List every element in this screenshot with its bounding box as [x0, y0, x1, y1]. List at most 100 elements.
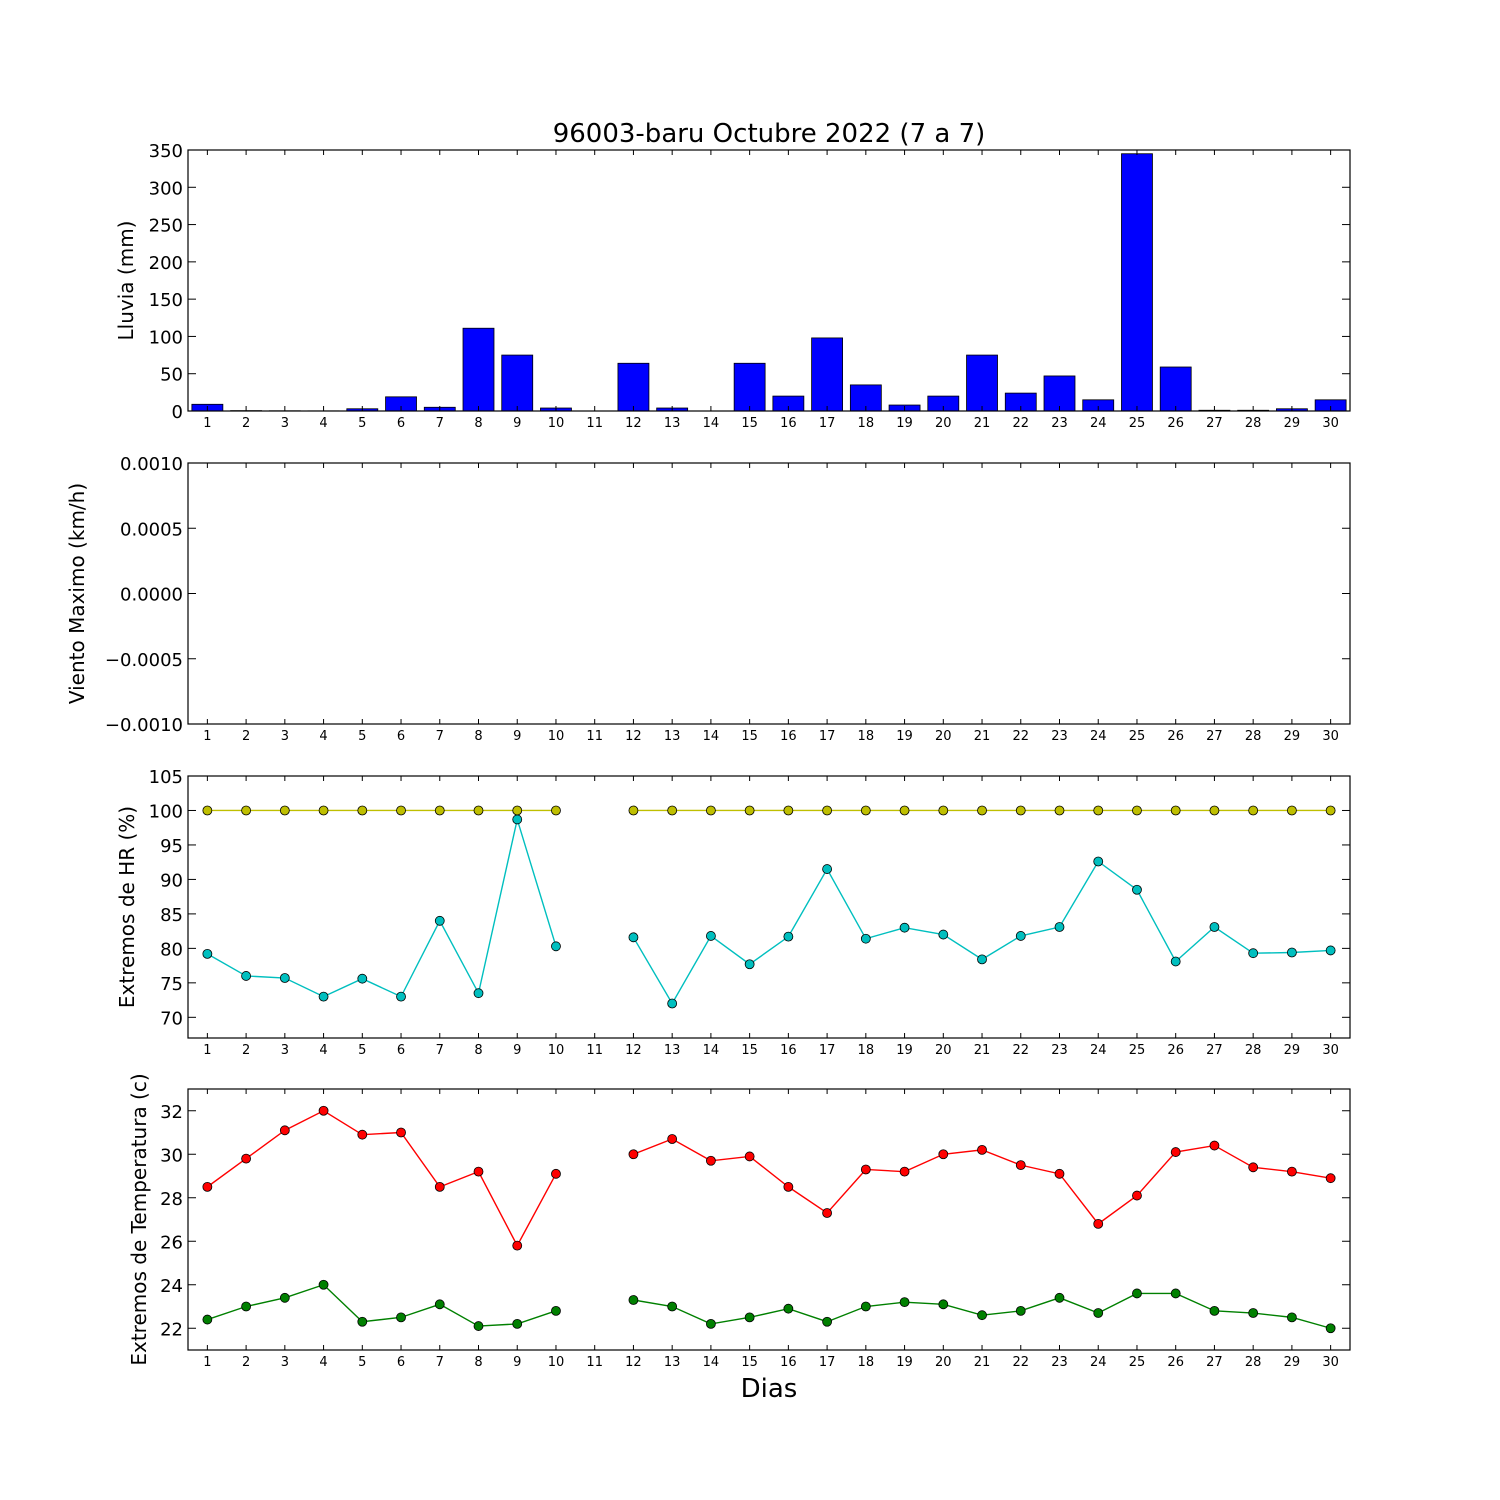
series-point [938, 1149, 949, 1160]
rain-bar [966, 354, 998, 412]
x-tick-label: 21 [974, 1043, 991, 1058]
y-tick-label: 105 [149, 767, 183, 788]
x-tick-label: 11 [586, 1355, 603, 1370]
series-point [434, 1299, 445, 1310]
x-tick-label: 25 [1129, 729, 1146, 744]
series-point [667, 1134, 678, 1144]
series-point [1209, 1140, 1220, 1151]
x-tick-label: 2 [242, 1043, 250, 1058]
series-point [667, 998, 678, 1009]
x-tick-label: 12 [625, 416, 642, 431]
series-point [473, 805, 484, 816]
series-point [822, 1316, 832, 1327]
x-tick-label: 5 [358, 1355, 366, 1370]
series-point [1209, 922, 1220, 932]
series-point [279, 1292, 290, 1303]
x-tick-label: 28 [1245, 729, 1262, 744]
x-tick-label: 28 [1245, 1043, 1262, 1058]
x-tick-label: 18 [858, 1355, 875, 1370]
series-point [241, 971, 252, 981]
series-point [1132, 1288, 1142, 1299]
x-tick-label: 22 [1012, 729, 1029, 744]
x-tick-label: 6 [397, 729, 405, 744]
y-tick-label: 75 [160, 974, 183, 995]
series-point [357, 1316, 368, 1327]
x-tick-label: 19 [896, 416, 913, 431]
series-point [279, 805, 290, 816]
x-tick-label: 14 [703, 416, 720, 431]
rainfall-frame [187, 149, 1351, 412]
series-point [279, 973, 290, 983]
x-tick-label: 14 [703, 1043, 720, 1058]
rain-bar [1121, 153, 1153, 412]
y-tick-label: 50 [160, 365, 183, 386]
x-tick-label: 23 [1051, 416, 1068, 431]
y-tick-label: 150 [149, 290, 183, 311]
series-point [396, 1127, 406, 1138]
x-tick-label: 21 [974, 1355, 991, 1370]
x-tick-label: 29 [1284, 1043, 1301, 1058]
series-point [1054, 1168, 1065, 1179]
y-tick-label: 22 [160, 1319, 183, 1340]
chart-title: 96003-baru Octubre 2022 (7 a 7) [553, 119, 986, 149]
y-tick-label: 100 [149, 327, 183, 348]
series-point [1325, 1323, 1336, 1334]
x-tick-label: 9 [513, 1355, 521, 1370]
x-tick-label: 25 [1129, 1043, 1146, 1058]
x-tick-label: 5 [358, 729, 366, 744]
x-tick-label: 11 [586, 729, 603, 744]
x-tick-label: 20 [935, 416, 952, 431]
x-tick-label: 26 [1167, 729, 1184, 744]
series-point [318, 1279, 329, 1290]
x-tick-label: 2 [242, 1355, 250, 1370]
x-tick-label: 11 [586, 1043, 603, 1058]
series-point [434, 805, 445, 816]
wind-y-label: Viento Maximo (km/h) [65, 483, 89, 704]
y-tick-label: 250 [149, 216, 183, 237]
series-point [1248, 948, 1259, 959]
series-point [667, 1301, 678, 1312]
y-tick-label: 200 [149, 253, 183, 274]
y-tick-label: 24 [160, 1276, 183, 1297]
x-tick-label: 8 [474, 1355, 482, 1370]
wind-frame [187, 462, 1351, 725]
series-point [1287, 947, 1297, 958]
x-tick-label: 7 [436, 1043, 444, 1058]
x-tick-label: 6 [397, 1043, 405, 1058]
series-point [1015, 805, 1026, 816]
series-point [899, 1297, 910, 1308]
series-point [434, 915, 445, 926]
series-point [860, 1164, 871, 1175]
x-tick-label: 13 [664, 1355, 681, 1370]
x-axis-label: Dias [741, 1374, 798, 1404]
x-tick-label: 10 [548, 729, 565, 744]
x-tick-label: 8 [474, 416, 482, 431]
series-point [357, 1129, 368, 1140]
x-tick-label: 17 [819, 1355, 836, 1370]
x-tick-label: 12 [625, 1355, 642, 1370]
series-point [396, 991, 406, 1002]
x-tick-label: 30 [1322, 729, 1339, 744]
series-point [279, 1125, 290, 1136]
series-point [1093, 1218, 1104, 1229]
series-point [1015, 931, 1026, 941]
x-tick-label: 23 [1051, 1355, 1068, 1370]
series-point [977, 954, 987, 965]
x-tick-label: 5 [358, 1043, 366, 1058]
x-tick-label: 30 [1322, 1355, 1339, 1370]
x-tick-label: 14 [703, 1355, 720, 1370]
series-point [783, 1181, 794, 1192]
x-tick-label: 24 [1090, 1355, 1107, 1370]
series-point [1170, 1147, 1181, 1157]
series-point [822, 864, 832, 874]
series-point [1248, 1162, 1259, 1173]
y-tick-label: 0.0010 [120, 454, 183, 475]
x-tick-label: 22 [1012, 1355, 1029, 1370]
series-point [241, 1153, 252, 1164]
series-point [1132, 805, 1142, 816]
x-tick-label: 10 [548, 416, 565, 431]
x-tick-label: 10 [548, 1043, 565, 1058]
